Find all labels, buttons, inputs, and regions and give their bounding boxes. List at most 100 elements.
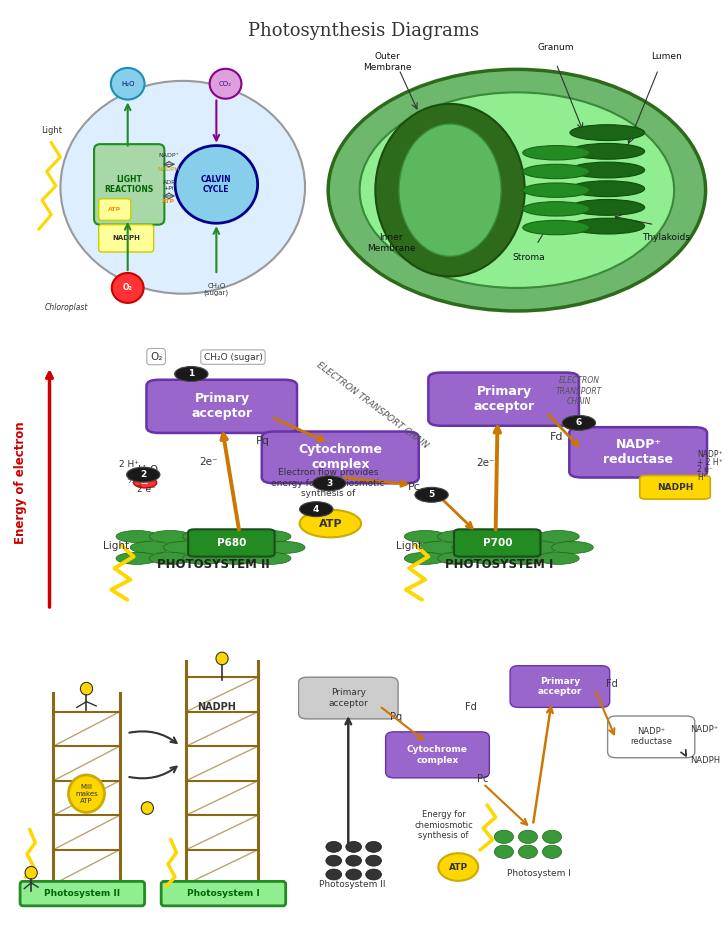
Ellipse shape [419, 541, 460, 554]
FancyBboxPatch shape [99, 199, 131, 221]
Text: ELECTRON TRANSPORT CHAIN: ELECTRON TRANSPORT CHAIN [315, 360, 430, 450]
Text: H₂O: H₂O [121, 81, 135, 87]
Text: 6: 6 [576, 419, 582, 427]
Ellipse shape [518, 541, 560, 554]
Text: NADPH: NADPH [197, 703, 236, 712]
Circle shape [542, 845, 561, 858]
Ellipse shape [523, 145, 590, 160]
Ellipse shape [485, 541, 526, 554]
Text: NADP⁺
reductase: NADP⁺ reductase [630, 727, 672, 747]
FancyBboxPatch shape [608, 716, 695, 758]
Text: ADP
+Pi: ADP +Pi [162, 180, 175, 191]
Text: CH₂O (sugar): CH₂O (sugar) [204, 353, 262, 361]
Ellipse shape [570, 200, 645, 215]
Text: P700: P700 [483, 538, 513, 548]
Text: Primary
acceptor: Primary acceptor [328, 688, 368, 707]
Circle shape [542, 830, 561, 843]
Circle shape [518, 845, 537, 858]
Ellipse shape [360, 92, 674, 288]
Circle shape [365, 855, 381, 867]
Ellipse shape [404, 531, 446, 542]
FancyBboxPatch shape [20, 882, 145, 906]
Text: NADPH: NADPH [112, 235, 140, 241]
Circle shape [494, 845, 513, 858]
Ellipse shape [404, 553, 446, 565]
Ellipse shape [552, 541, 593, 554]
Ellipse shape [523, 221, 590, 235]
Circle shape [346, 869, 362, 880]
Circle shape [175, 145, 258, 223]
Text: Photosystem II: Photosystem II [319, 880, 386, 889]
Text: PHOTOSYSTEM II: PHOTOSYSTEM II [157, 558, 270, 571]
Circle shape [365, 869, 381, 880]
Text: NADP⁺: NADP⁺ [691, 725, 719, 734]
Text: Chloroplast: Chloroplast [45, 303, 88, 311]
Text: Thylakoids: Thylakoids [642, 233, 690, 242]
Ellipse shape [249, 531, 291, 542]
Circle shape [111, 68, 144, 100]
Text: O₂: O₂ [141, 480, 149, 486]
Text: Pq: Pq [256, 436, 269, 446]
Ellipse shape [570, 181, 645, 197]
Text: 3: 3 [326, 479, 332, 488]
Text: ATP: ATP [162, 199, 175, 204]
Ellipse shape [438, 553, 479, 565]
Ellipse shape [197, 541, 238, 554]
Text: Light: Light [103, 541, 130, 552]
Ellipse shape [116, 531, 158, 542]
Text: Fd: Fd [550, 432, 564, 442]
Text: ATP: ATP [108, 207, 122, 212]
Ellipse shape [570, 162, 645, 178]
Ellipse shape [523, 183, 590, 197]
Text: CALVIN
CYCLE: CALVIN CYCLE [201, 174, 232, 194]
Text: Granum: Granum [538, 43, 574, 53]
Text: NADP⁺: NADP⁺ [159, 153, 179, 158]
Circle shape [494, 830, 513, 843]
Ellipse shape [149, 553, 191, 565]
Ellipse shape [523, 202, 590, 216]
Circle shape [127, 467, 160, 482]
Text: P680: P680 [217, 538, 246, 548]
FancyBboxPatch shape [298, 677, 398, 719]
Ellipse shape [116, 553, 158, 565]
Text: Inner
Membrane: Inner Membrane [367, 233, 416, 253]
Text: PHOTOSYSTEM I: PHOTOSYSTEM I [445, 558, 553, 571]
Text: 2 e⁻: 2 e⁻ [137, 486, 156, 494]
Text: NADPH: NADPH [657, 483, 693, 492]
FancyBboxPatch shape [94, 144, 165, 224]
FancyBboxPatch shape [146, 380, 297, 433]
Circle shape [562, 416, 596, 430]
Ellipse shape [130, 541, 172, 554]
Ellipse shape [164, 541, 205, 554]
Text: Fd: Fd [464, 703, 477, 712]
Circle shape [518, 830, 537, 843]
Circle shape [210, 69, 242, 99]
Circle shape [415, 488, 448, 503]
Ellipse shape [216, 531, 258, 542]
Circle shape [438, 853, 478, 881]
Text: Light: Light [41, 125, 62, 135]
Text: ATP: ATP [319, 519, 342, 529]
Circle shape [80, 683, 92, 695]
FancyBboxPatch shape [640, 475, 711, 499]
Ellipse shape [505, 553, 546, 565]
FancyBboxPatch shape [510, 666, 610, 707]
Text: ½: ½ [126, 476, 135, 486]
Ellipse shape [523, 164, 590, 178]
Text: ATP: ATP [448, 863, 468, 871]
Ellipse shape [570, 218, 645, 234]
Circle shape [346, 855, 362, 867]
Text: NADP⁺
reductase: NADP⁺ reductase [604, 438, 673, 466]
Ellipse shape [216, 553, 258, 565]
Ellipse shape [230, 541, 272, 554]
Text: Mill
makes
ATP: Mill makes ATP [75, 784, 98, 803]
Ellipse shape [505, 531, 546, 542]
Circle shape [25, 867, 37, 879]
Text: 2e⁻: 2e⁻ [476, 458, 494, 468]
Text: NADPH: NADPH [691, 755, 721, 765]
Ellipse shape [149, 531, 191, 542]
Ellipse shape [183, 553, 224, 565]
Circle shape [312, 476, 346, 490]
Text: CO₂: CO₂ [219, 81, 232, 87]
Circle shape [141, 802, 154, 815]
